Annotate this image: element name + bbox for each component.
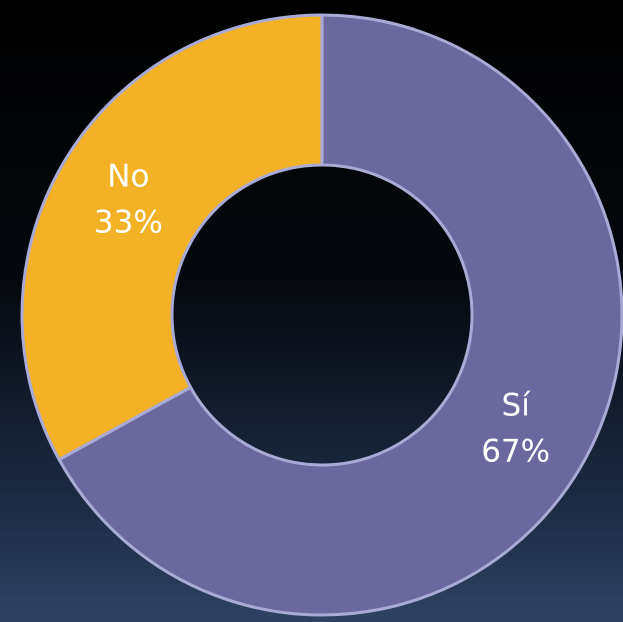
donut-segment bbox=[20, 13, 324, 462]
segment-value-label: 33% bbox=[94, 204, 163, 240]
donut-segment bbox=[57, 13, 623, 617]
segment-value-label: 67% bbox=[481, 434, 550, 470]
segment-category-label: Sí bbox=[502, 388, 532, 424]
segment-category-label: No bbox=[107, 158, 149, 194]
